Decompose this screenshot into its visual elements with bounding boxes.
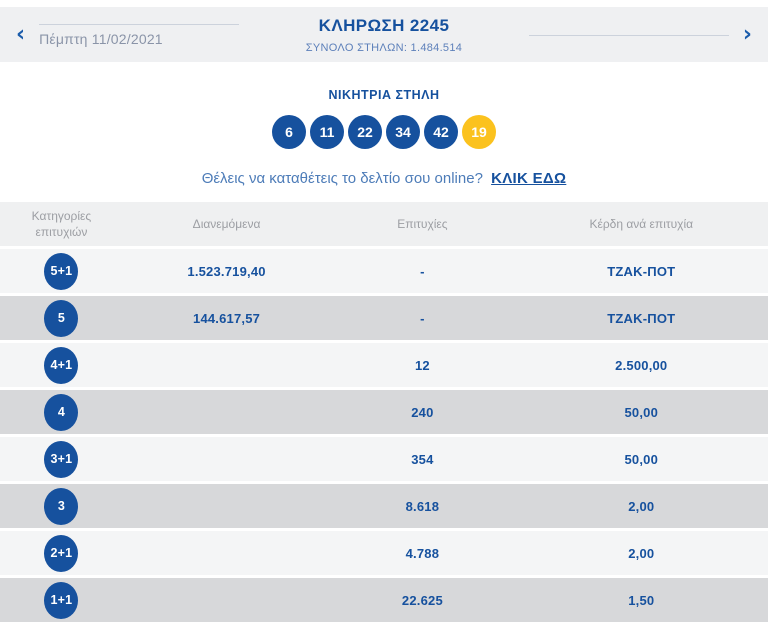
winners-value: 4.788 — [330, 531, 515, 575]
joker-number-ball: 19 — [462, 115, 496, 149]
winning-number-ball: 22 — [348, 115, 382, 149]
category-badge: 3+1 — [44, 440, 79, 478]
prize-value: 2,00 — [514, 484, 768, 528]
column-header-winners: Επιτυχίες — [330, 202, 515, 246]
category-badge: 4+1 — [44, 346, 79, 384]
prize-value: 50,00 — [514, 390, 768, 434]
next-draw-block[interactable] — [476, 33, 737, 36]
table-row: 4+1 12 2.500,00 — [0, 343, 768, 387]
column-header-distributed: Διανεμόμενα — [122, 202, 331, 246]
prize-value: 2,00 — [514, 531, 768, 575]
click-here-link[interactable]: ΚΛΙΚ ΕΔΩ — [491, 170, 567, 187]
table-row: 3 8.618 2,00 — [0, 484, 768, 528]
winners-value: 240 — [330, 390, 515, 434]
distributed-value — [122, 390, 331, 434]
category-badge: 1+1 — [44, 581, 79, 619]
table-row: 4 240 50,00 — [0, 390, 768, 434]
draw-navigation-bar: ‹ Πέμπτη 11/02/2021 ΚΛΗΡΩΣΗ 2245 ΣΥΝΟΛΟ … — [0, 7, 768, 62]
previous-draw-block[interactable]: Πέμπτη 11/02/2021 — [31, 22, 292, 47]
prize-value: 1,50 — [514, 578, 768, 622]
category-badge: 5 — [44, 299, 79, 337]
prize-results-table: Κατηγορίες επιτυχιών Διανεμόμενα Επιτυχί… — [0, 199, 768, 625]
distributed-value: 144.617,57 — [122, 296, 331, 340]
winning-number-ball: 42 — [424, 115, 458, 149]
draw-header: ΚΛΗΡΩΣΗ 2245 ΣΥΝΟΛΟ ΣΤΗΛΩΝ: 1.484.514 — [292, 16, 476, 54]
winning-number-ball: 34 — [386, 115, 420, 149]
category-badge: 2+1 — [44, 534, 79, 572]
column-header-categories: Κατηγορίες επιτυχιών — [0, 202, 123, 246]
total-columns-label: ΣΥΝΟΛΟ ΣΤΗΛΩΝ: 1.484.514 — [305, 41, 463, 54]
prize-value: ΤΖΑΚ-ΠΟΤ — [514, 296, 768, 340]
divider-line — [39, 24, 240, 25]
distributed-value — [122, 484, 331, 528]
winners-value: 8.618 — [330, 484, 515, 528]
table-header-row: Κατηγορίες επιτυχιών Διανεμόμενα Επιτυχί… — [0, 202, 768, 246]
winners-value: - — [330, 249, 515, 293]
table-row: 2+1 4.788 2,00 — [0, 531, 768, 575]
prize-value: 50,00 — [514, 437, 768, 481]
distributed-value — [122, 343, 331, 387]
winners-value: 354 — [330, 437, 515, 481]
divider-line — [528, 35, 729, 36]
table-row: 5 144.617,57 - ΤΖΑΚ-ΠΟΤ — [0, 296, 768, 340]
previous-draw-chevron-icon[interactable]: ‹ — [10, 23, 31, 46]
online-promo-line: Θέλεις να καταθέτεις το δελτίο σου onlin… — [0, 170, 768, 187]
distributed-value — [122, 437, 331, 481]
winners-value: 12 — [330, 343, 515, 387]
draw-date: Πέμπτη 11/02/2021 — [39, 31, 163, 47]
column-header-prize: Κέρδη ανά επιτυχία — [514, 202, 768, 246]
draw-title: ΚΛΗΡΩΣΗ 2245 — [318, 15, 450, 35]
prize-value: ΤΖΑΚ-ΠΟΤ — [514, 249, 768, 293]
category-badge: 4 — [44, 393, 79, 431]
category-badge: 3 — [44, 487, 79, 525]
winners-value: - — [330, 296, 515, 340]
promo-text: Θέλεις να καταθέτεις το δελτίο σου onlin… — [201, 170, 483, 187]
winning-number-ball: 11 — [310, 115, 344, 149]
distributed-value: 1.523.719,40 — [122, 249, 331, 293]
winners-value: 22.625 — [330, 578, 515, 622]
prize-value: 2.500,00 — [514, 343, 768, 387]
category-badge: 5+1 — [44, 252, 79, 290]
distributed-value — [122, 578, 331, 622]
winning-numbers-row: 6 11 22 34 42 19 — [0, 115, 768, 149]
table-row: 1+1 22.625 1,50 — [0, 578, 768, 622]
winning-column-heading: ΝΙΚΗΤΡΙΑ ΣΤΗΛΗ — [328, 88, 440, 102]
table-row: 3+1 354 50,00 — [0, 437, 768, 481]
table-row: 5+1 1.523.719,40 - ΤΖΑΚ-ΠΟΤ — [0, 249, 768, 293]
distributed-value — [122, 531, 331, 575]
next-draw-chevron-icon[interactable]: › — [737, 23, 758, 46]
winning-number-ball: 6 — [272, 115, 306, 149]
